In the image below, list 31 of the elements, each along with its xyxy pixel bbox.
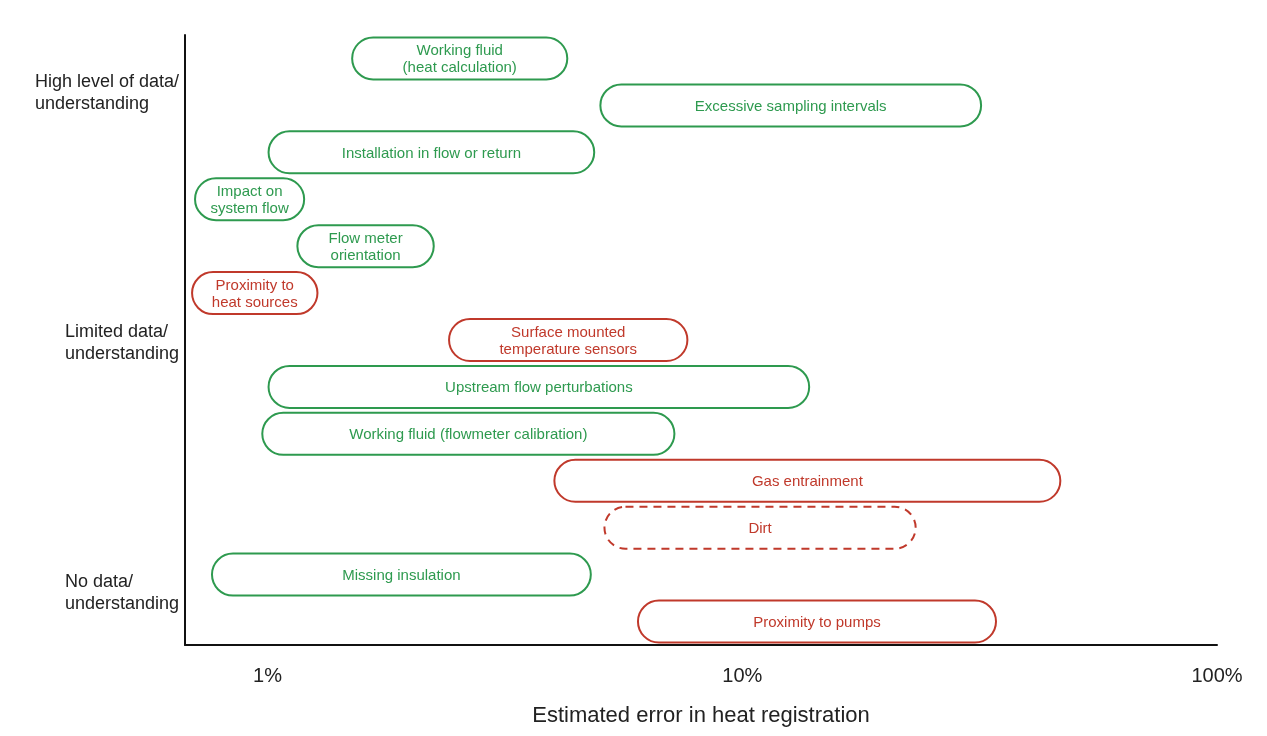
bar xyxy=(210,552,592,597)
y-tick-label: Flow meter orientation xyxy=(328,229,403,264)
bar xyxy=(448,318,689,362)
y-tick-label: Installation in flow or return xyxy=(341,143,522,161)
y-tick-label: Excessive sampling intervals xyxy=(694,96,887,114)
y-tick-label: Upstream flow perturbations xyxy=(445,378,633,396)
bar xyxy=(261,411,676,456)
text: Limited data/ understanding xyxy=(64,321,179,363)
y-tick-label: Impact on system flow xyxy=(210,182,289,217)
bar xyxy=(636,599,997,644)
y-tick-label: Proximity to heat sources xyxy=(211,276,298,311)
x-tick-label: 1% xyxy=(253,664,283,686)
text: High level of data/ understanding xyxy=(34,70,180,113)
y-tick-label: Dirt xyxy=(748,519,773,537)
bar xyxy=(599,83,983,128)
bar xyxy=(553,458,1062,503)
x-axis-title: Estimated error in heat registration xyxy=(532,701,870,727)
text: No data/ understanding xyxy=(64,571,179,614)
x-tick-label: 100% xyxy=(1191,664,1243,686)
y-tick-label: Proximity to pumps xyxy=(753,613,881,631)
y-tick-label: Missing insulation xyxy=(342,566,461,584)
y-tick-label: Gas entrainment xyxy=(751,472,864,490)
bar xyxy=(296,224,435,269)
y-tick-label: Working fluid (heat calculation) xyxy=(402,41,517,76)
bar xyxy=(267,130,596,175)
y-tick-label: Surface mounted temperature sensors xyxy=(499,323,638,357)
bar xyxy=(603,505,917,550)
bar xyxy=(267,364,811,409)
bar xyxy=(351,36,569,81)
x-tick-label: 10% xyxy=(722,664,763,686)
y-tick-label: Working fluid (flowmeter calibration) xyxy=(349,425,588,443)
